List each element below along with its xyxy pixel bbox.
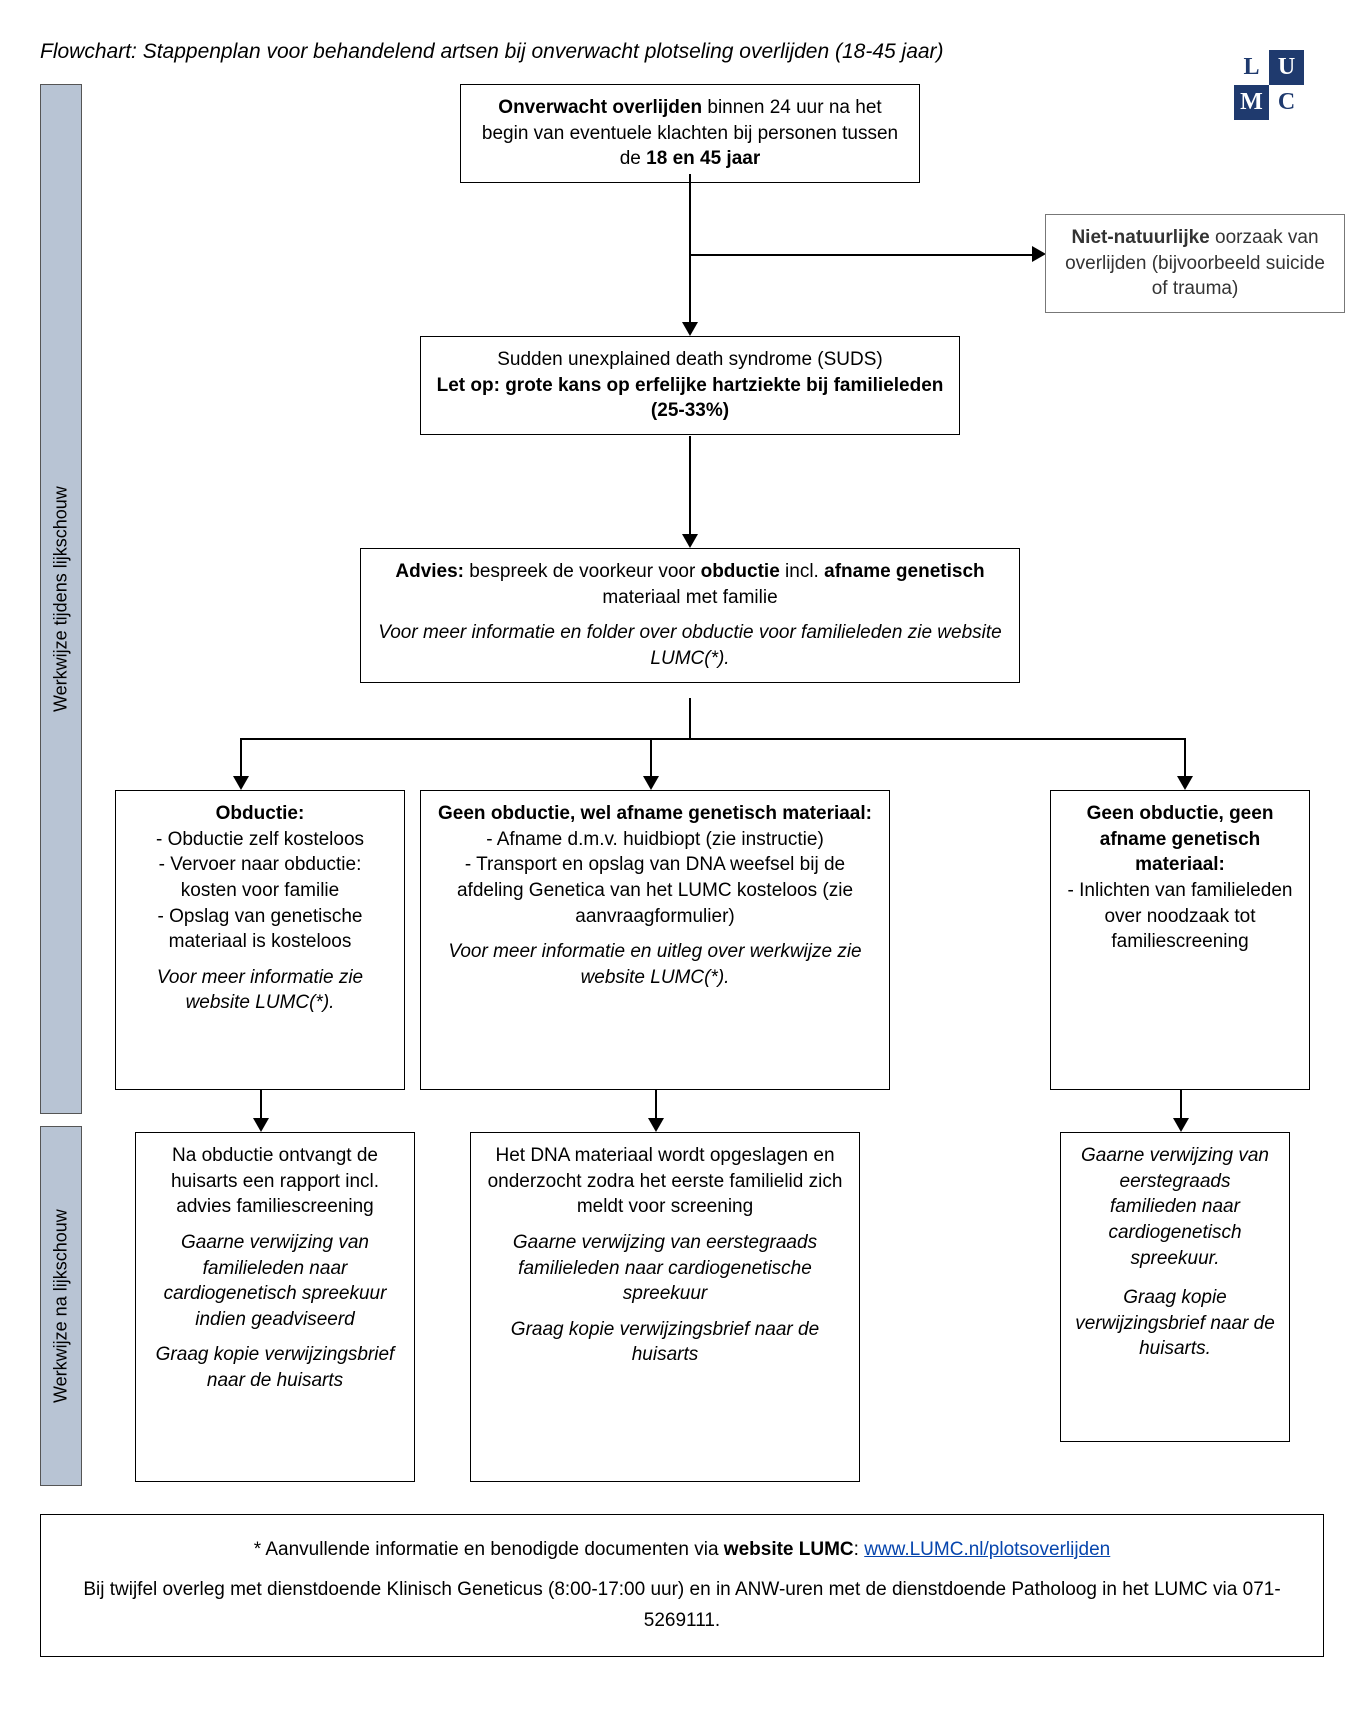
footer-note: * Aanvullende informatie en benodigde do… bbox=[40, 1514, 1324, 1657]
node-outcome-2: Het DNA materiaal wordt opgeslagen en on… bbox=[470, 1132, 860, 1482]
node-no-obductie-dna: Geen obductie, wel afname genetisch mate… bbox=[420, 790, 890, 1090]
lumc-link[interactable]: www.LUMC.nl/plotsoverlijden bbox=[864, 1539, 1110, 1560]
node-non-natural: Niet-natuurlijke oorzaak van overlijden … bbox=[1045, 214, 1345, 313]
node-outcome-3: Gaarne verwijzing van eerstegraads famil… bbox=[1060, 1132, 1290, 1442]
node-no-obductie-no-dna: Geen obductie, geen afname genetisch mat… bbox=[1050, 790, 1310, 1090]
phase2-label: Werkwijze na lijkschouw bbox=[40, 1126, 82, 1486]
node-advies: Advies: bespreek de voorkeur voor obduct… bbox=[360, 548, 1020, 683]
phase1-label: Werkwijze tijdens lijkschouw bbox=[40, 84, 82, 1114]
node-suds: Sudden unexplained death syndrome (SUDS)… bbox=[420, 336, 960, 435]
page-title: Flowchart: Stappenplan voor behandelend … bbox=[40, 40, 1324, 64]
node-outcome-1: Na obductie ontvangt de huisarts een rap… bbox=[135, 1132, 415, 1482]
node-obductie: Obductie: - Obductie zelf kosteloos - Ve… bbox=[115, 790, 405, 1090]
node-start: Onverwacht overlijden binnen 24 uur na h… bbox=[460, 84, 920, 183]
phase-sidebar: Werkwijze tijdens lijkschouw Werkwijze n… bbox=[40, 84, 82, 1494]
